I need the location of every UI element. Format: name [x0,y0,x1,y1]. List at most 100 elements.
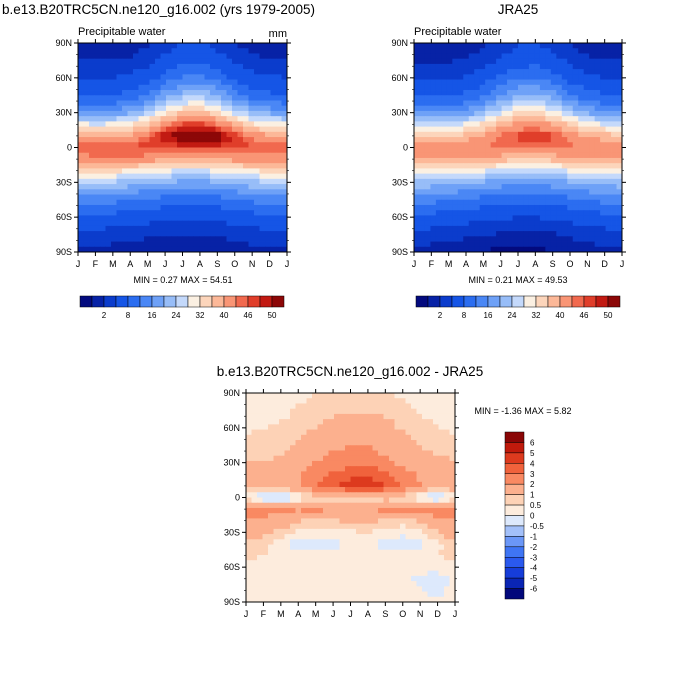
heatmap-cell [317,586,324,592]
heatmap-cell [479,210,486,216]
heatmap-cell [259,74,266,80]
heatmap-cell [383,481,390,488]
heatmap-cell [273,424,280,430]
heatmap-cell [334,403,340,410]
heatmap-cell [193,246,200,253]
heatmap-cell [468,173,475,180]
heatmap-cell [160,142,167,148]
heatmap-cell [457,241,464,248]
heatmap-cell [127,178,134,185]
heatmap-cell [243,105,249,112]
heatmap-cell [268,591,274,598]
heatmap-cell [257,539,263,545]
heatmap-cell [193,173,200,180]
heatmap-cell [468,163,475,169]
heatmap-cell [578,210,585,216]
heatmap-cell [572,184,579,190]
heatmap-cell [394,497,401,504]
heatmap-cell [210,220,216,227]
heatmap-cell [550,126,557,133]
heatmap-cell [411,419,417,425]
heatmap-cell [290,549,296,556]
heatmap-cell [452,163,459,169]
heatmap-cell [144,53,150,60]
heatmap-cell [490,204,497,211]
heatmap-cell [328,398,335,404]
heatmap-cell [372,586,379,592]
heatmap-cell [279,466,285,472]
heatmap-cell [100,100,106,107]
colorbar-swatch [79,295,93,308]
heatmap-cell [457,53,464,60]
heatmap-cell [400,591,406,598]
colorbar-swatch [139,295,153,308]
heatmap-cell [149,241,156,248]
heatmap-cell [567,236,574,242]
heatmap-cell [383,450,390,457]
heatmap-cell [501,204,508,211]
heatmap-cell [446,116,453,122]
heatmap-cell [501,199,508,206]
heatmap-cell [246,429,252,436]
heatmap-cell [111,147,117,154]
heatmap-cell [78,189,84,195]
heatmap-cell [339,534,346,540]
heatmap-cell [290,434,296,441]
heatmap-cell [268,549,274,556]
heatmap-cell [449,460,456,467]
heatmap-cell [411,413,417,420]
heatmap-cell [306,398,313,404]
heatmap-cell [605,121,612,128]
heatmap-cell [323,440,329,446]
heatmap-cell [232,53,238,60]
heatmap-cell [356,434,362,441]
heatmap-cell [257,549,263,556]
heatmap-cell [133,194,139,201]
heatmap-cell [350,528,357,535]
heatmap-cell [204,95,211,101]
heatmap-cell [350,513,357,519]
heatmap-cell [361,596,368,603]
heatmap-cell [268,424,274,430]
heatmap-cell [539,173,546,180]
heatmap-cell [83,90,90,96]
heatmap-cell [416,581,423,587]
heatmap-cell [188,189,194,195]
heatmap-cell [561,199,568,206]
heatmap-cell [545,74,552,80]
heatmap-cell [605,220,612,227]
heatmap-cell [578,131,585,138]
heatmap-cell [237,163,244,169]
heatmap-cell [430,152,437,159]
heatmap-cell [578,220,585,227]
heatmap-cell [545,116,552,122]
heatmap-cell [416,523,423,530]
heatmap-cell [281,241,288,248]
heatmap-cell [600,58,606,65]
heatmap-cell [284,581,291,587]
heatmap-cell [290,502,296,509]
heatmap-cell [545,199,552,206]
heatmap-cell [111,63,117,70]
heatmap-cell [215,43,222,49]
heatmap-cell [166,131,172,138]
heatmap-cell [589,147,596,154]
heatmap-cell [501,168,508,175]
heatmap-cell [594,74,601,80]
heatmap-cell [138,126,145,133]
heatmap-cell [262,408,269,415]
heatmap-cell [83,137,90,143]
heatmap-cell [605,152,612,159]
heatmap-cell [257,403,263,410]
heatmap-cell [270,116,277,122]
heatmap-cell [259,84,266,91]
heatmap-cell [528,95,535,101]
heatmap-cell [144,189,150,195]
heatmap-cell [496,210,502,216]
heatmap-cell [419,204,426,211]
heatmap-cell [204,152,211,159]
heatmap-cell [232,84,238,91]
heatmap-cell [94,178,101,185]
heatmap-cell [449,570,456,577]
heatmap-cell [419,110,426,117]
